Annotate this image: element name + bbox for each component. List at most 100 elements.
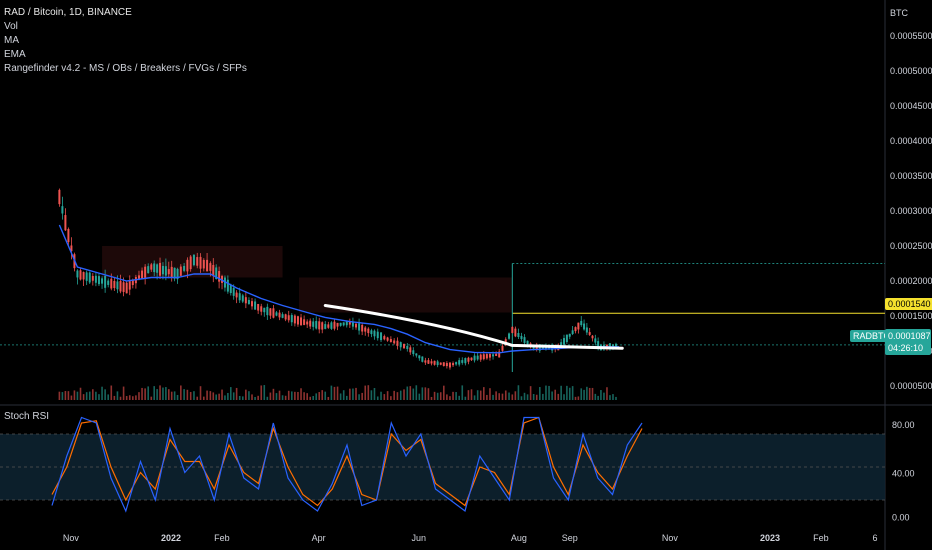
candle-body	[161, 265, 164, 275]
volume-bar	[403, 389, 405, 400]
candle-body	[458, 360, 461, 365]
volume-bar	[609, 395, 611, 400]
candle-body	[342, 322, 345, 326]
candle-body	[520, 335, 523, 340]
volume-bar	[501, 393, 504, 400]
candle-body	[70, 245, 73, 252]
candle-body	[508, 333, 511, 339]
volume-bar	[612, 394, 614, 400]
volume-bar	[300, 388, 302, 400]
price-tick-label: 0.0004500	[890, 101, 932, 111]
candle-body	[189, 256, 192, 270]
volume-bar	[227, 392, 229, 400]
volume-bar	[588, 387, 591, 400]
candle-body	[287, 315, 290, 321]
volume-bar	[421, 387, 424, 400]
candle-body	[97, 276, 100, 285]
candle-body	[254, 301, 257, 310]
candle-body	[192, 254, 195, 266]
candle-body	[560, 342, 563, 347]
candle-body	[278, 312, 281, 318]
candle-body	[591, 335, 594, 339]
volume-bar	[418, 393, 421, 400]
volume-bar	[312, 395, 315, 400]
volume-bar	[153, 386, 156, 400]
candle-body	[318, 321, 321, 330]
volume-bar	[399, 390, 402, 400]
volume-bar	[238, 395, 241, 400]
volume-bar	[436, 392, 439, 400]
candle-body	[455, 362, 458, 365]
price-tick-label: 0.0002500	[890, 241, 932, 251]
volume-bar	[141, 387, 143, 400]
candle-body	[164, 266, 167, 276]
volume-bar	[520, 396, 523, 400]
price-tick-label: 0.0005500	[890, 31, 932, 41]
volume-bar	[361, 392, 363, 400]
volume-bar	[342, 390, 345, 400]
volume-bar	[122, 386, 125, 400]
volume-bar	[79, 387, 82, 400]
candle-body	[588, 332, 591, 335]
volume-bar	[318, 392, 321, 400]
stoch-rsi-k-line	[51, 416, 643, 513]
time-tick-label: Feb	[813, 533, 829, 543]
volume-bar	[266, 396, 269, 400]
time-tick-label: Aug	[511, 533, 527, 543]
volume-bar	[135, 395, 137, 400]
legend-rangefinder[interactable]: Rangefinder v4.2 - MS / OBs / Breakers /…	[4, 63, 247, 74]
volume-bar	[449, 396, 451, 400]
candle-body	[336, 322, 339, 327]
legend-vol[interactable]: Vol	[4, 21, 18, 32]
candle-body	[415, 353, 418, 356]
candle-body	[196, 257, 199, 266]
volume-bar	[355, 387, 357, 400]
candle-body	[104, 275, 107, 288]
candle-body	[215, 267, 218, 279]
volume-bar	[476, 390, 479, 400]
volume-bar	[321, 390, 324, 400]
volume-bar	[116, 391, 119, 400]
candle-body	[389, 339, 392, 342]
candle-body	[501, 345, 504, 351]
volume-bar	[412, 388, 415, 400]
candle-body	[131, 280, 134, 286]
candle-body	[272, 308, 275, 318]
volume-bar	[76, 391, 79, 400]
candle-body	[514, 328, 517, 337]
volume-bar	[138, 392, 140, 400]
candle-body	[119, 281, 122, 292]
volume-bar	[101, 386, 103, 400]
legend-ma[interactable]: MA	[4, 35, 19, 46]
candle-body	[88, 272, 91, 283]
candle-body	[479, 354, 482, 360]
volume-bar	[557, 393, 560, 400]
volume-bar	[383, 394, 386, 400]
candle-body	[113, 280, 116, 289]
candle-body	[488, 354, 491, 358]
volume-bar	[508, 392, 510, 400]
price-tick-label: 0.0004000	[890, 136, 932, 146]
volume-bar	[272, 388, 275, 400]
candle-body	[433, 360, 436, 365]
price-tick-label: 0.0001500	[890, 311, 932, 321]
volume-bar	[504, 390, 507, 400]
volume-bar	[58, 391, 61, 400]
volume-bar	[349, 388, 351, 400]
volume-bar	[67, 391, 70, 400]
candle-body	[58, 189, 61, 205]
time-tick-label: Nov	[662, 533, 679, 543]
volume-bar	[159, 385, 161, 400]
legend-ema[interactable]: EMA	[4, 49, 26, 60]
volume-bar	[170, 391, 173, 400]
candle-body	[461, 360, 464, 363]
time-tick-label: 2023	[760, 533, 780, 543]
volume-bar	[104, 389, 106, 400]
volume-bar	[88, 391, 91, 400]
volume-bar	[603, 392, 605, 400]
last-price: 0.0001087	[888, 331, 931, 341]
candle-body	[563, 338, 566, 345]
candle-body	[241, 295, 244, 302]
volume-bar	[577, 396, 580, 400]
